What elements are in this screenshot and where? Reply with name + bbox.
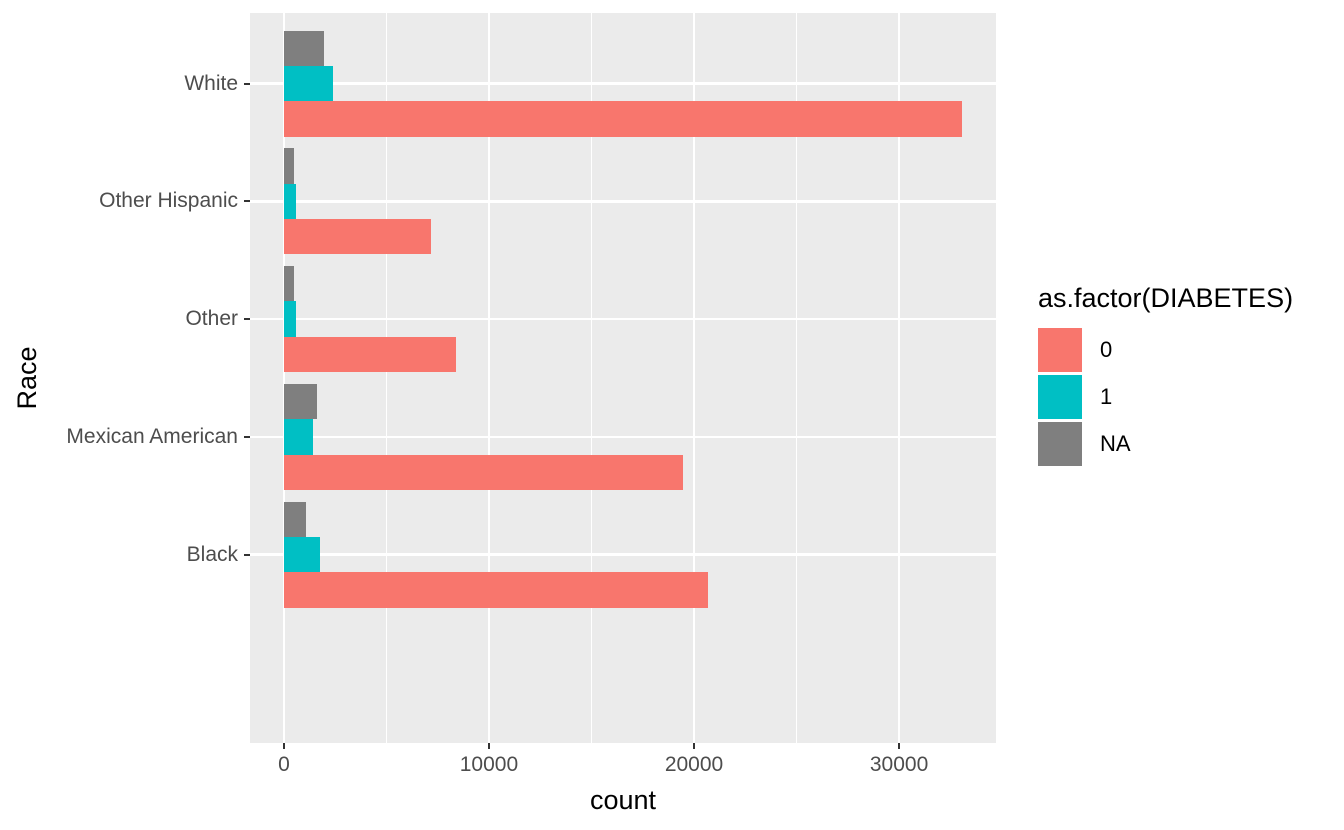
legend-entry-1: 1 [1038, 375, 1293, 419]
x-tick [282, 743, 285, 749]
x-tick [898, 743, 901, 749]
x-tick-label: 10000 [459, 753, 519, 776]
legend-entry-0: 0 [1038, 328, 1293, 372]
gridline-major-vertical [897, 13, 901, 743]
y-tick [244, 82, 250, 85]
y-category-label: Mexican American [66, 424, 238, 448]
bar-other-1 [283, 301, 297, 337]
gridline-major-horizontal [250, 200, 996, 203]
x-tick-label: 30000 [869, 753, 929, 776]
bar-other-0 [283, 336, 457, 373]
plot-panel [250, 13, 996, 743]
bar-mexican-american-na [283, 383, 317, 420]
gridline-minor-vertical [590, 13, 593, 743]
y-tick [244, 318, 250, 321]
x-tick-label: 20000 [664, 753, 724, 776]
bar-white-1 [283, 65, 334, 102]
gridline-major-vertical [282, 13, 286, 743]
bar-white-na [283, 30, 324, 66]
bar-black-0 [283, 572, 709, 608]
gridline-major-horizontal [250, 82, 996, 85]
gridline-major-horizontal [250, 317, 996, 321]
legend-swatch-0 [1038, 328, 1082, 372]
bar-mexican-american-0 [283, 454, 683, 490]
bar-mexican-american-1 [283, 419, 313, 455]
y-axis-title: Race [12, 346, 42, 410]
bar-other-na [283, 266, 295, 302]
y-tick [244, 200, 250, 203]
y-tick [244, 435, 250, 438]
legend-label-na: NA [1100, 431, 1131, 456]
x-tick-label: 0 [278, 753, 290, 776]
legend-swatch-1 [1038, 375, 1082, 419]
bar-other-hispanic-na [283, 148, 295, 184]
x-axis-title: count [589, 785, 657, 815]
x-tick [487, 743, 490, 749]
legend-title: as.factor(DIABETES) [1038, 283, 1294, 313]
bar-black-1 [283, 536, 320, 573]
bar-other-hispanic-0 [283, 219, 431, 255]
x-tick [693, 743, 696, 749]
y-category-label: Other [185, 307, 238, 331]
y-category-label: White [184, 71, 238, 95]
gridline-major-vertical [487, 13, 491, 743]
bar-black-na [283, 501, 307, 537]
legend-swatch-na [1038, 422, 1082, 466]
gridline-minor-vertical [385, 13, 388, 743]
legend-label-1: 1 [1100, 384, 1113, 409]
bar-other-hispanic-1 [283, 183, 297, 220]
legend: as.factor(DIABETES) 0 1 NA [1038, 283, 1293, 469]
legend-entry-na: NA [1038, 422, 1293, 466]
gridline-major-vertical [692, 13, 696, 743]
y-category-label: Other Hispanic [99, 189, 238, 213]
gridline-major-horizontal [250, 553, 996, 556]
gridline-major-horizontal [250, 435, 996, 439]
bar-white-0 [283, 101, 962, 137]
legend-label-0: 0 [1100, 337, 1113, 362]
gridline-minor-vertical [795, 13, 798, 743]
y-tick [244, 553, 250, 556]
y-category-label: Black [186, 542, 238, 566]
